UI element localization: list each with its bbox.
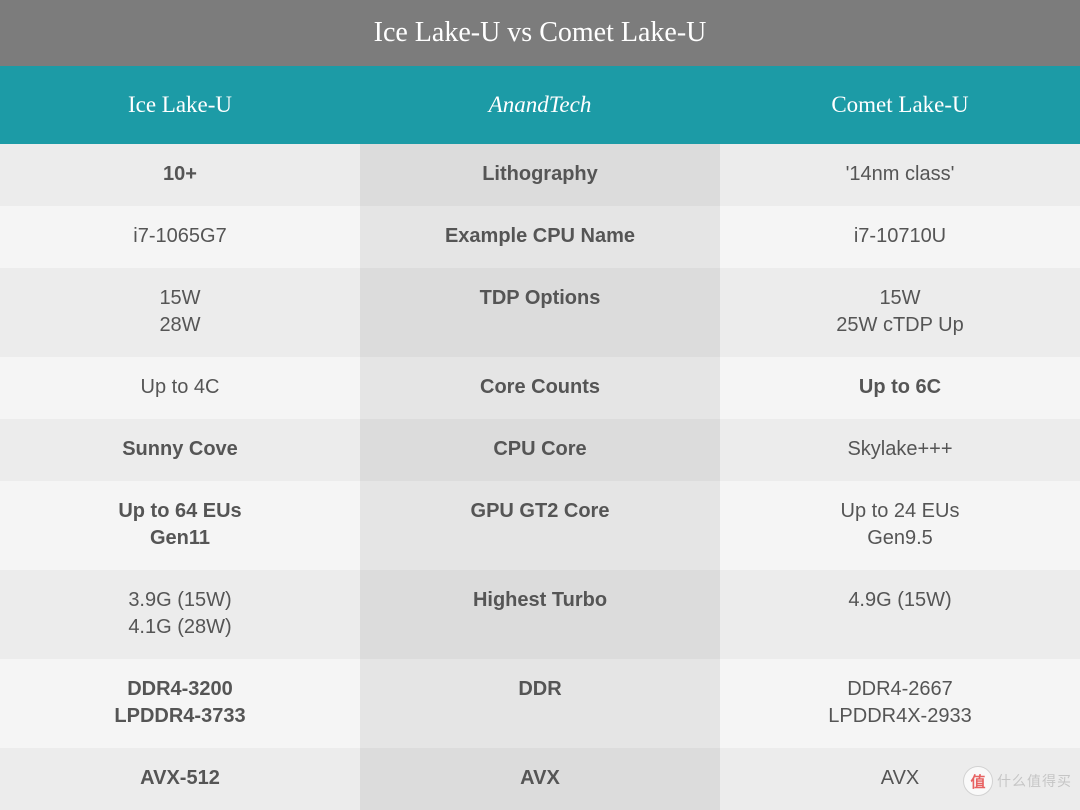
table-title: Ice Lake-U vs Comet Lake-U [0, 0, 1080, 66]
table-row: 10+Lithography'14nm class' [0, 144, 1080, 206]
table-row: i7-1065G7Example CPU Namei7-10710U [0, 206, 1080, 268]
table-row: 15W 28WTDP Options15W 25W cTDP Up [0, 268, 1080, 357]
cell-left: i7-1065G7 [0, 206, 360, 268]
cell-middle: Example CPU Name [360, 206, 720, 268]
cell-right: Up to 24 EUs Gen9.5 [720, 481, 1080, 570]
table-row: DDR4-3200 LPDDR4-3733DDRDDR4-2667 LPDDR4… [0, 659, 1080, 748]
cell-middle: TDP Options [360, 268, 720, 357]
cell-left: AVX-512 [0, 748, 360, 810]
header-left: Ice Lake-U [0, 66, 360, 144]
cell-right: i7-10710U [720, 206, 1080, 268]
cell-middle: Highest Turbo [360, 570, 720, 659]
cell-middle: DDR [360, 659, 720, 748]
cell-right: Skylake+++ [720, 419, 1080, 481]
cell-right: DDR4-2667 LPDDR4X-2933 [720, 659, 1080, 748]
header-right: Comet Lake-U [720, 66, 1080, 144]
comparison-table: Ice Lake-U vs Comet Lake-U Ice Lake-U An… [0, 0, 1080, 810]
table-row: AVX-512AVXAVX [0, 748, 1080, 810]
cell-left: DDR4-3200 LPDDR4-3733 [0, 659, 360, 748]
cell-right: AVX [720, 748, 1080, 810]
table-row: 3.9G (15W) 4.1G (28W)Highest Turbo4.9G (… [0, 570, 1080, 659]
header-center: AnandTech [360, 66, 720, 144]
table-header-row: Ice Lake-U AnandTech Comet Lake-U [0, 66, 1080, 144]
table-row: Sunny CoveCPU CoreSkylake+++ [0, 419, 1080, 481]
table-row: Up to 4CCore CountsUp to 6C [0, 357, 1080, 419]
cell-middle: Core Counts [360, 357, 720, 419]
cell-middle: Lithography [360, 144, 720, 206]
cell-middle: CPU Core [360, 419, 720, 481]
cell-left: 15W 28W [0, 268, 360, 357]
cell-left: Up to 4C [0, 357, 360, 419]
cell-left: 10+ [0, 144, 360, 206]
cell-middle: AVX [360, 748, 720, 810]
cell-right: 15W 25W cTDP Up [720, 268, 1080, 357]
cell-left: Sunny Cove [0, 419, 360, 481]
cell-middle: GPU GT2 Core [360, 481, 720, 570]
cell-right: '14nm class' [720, 144, 1080, 206]
table-body: 10+Lithography'14nm class'i7-1065G7Examp… [0, 144, 1080, 810]
cell-left: Up to 64 EUs Gen11 [0, 481, 360, 570]
cell-right: 4.9G (15W) [720, 570, 1080, 659]
cell-right: Up to 6C [720, 357, 1080, 419]
cell-left: 3.9G (15W) 4.1G (28W) [0, 570, 360, 659]
table-row: Up to 64 EUs Gen11GPU GT2 CoreUp to 24 E… [0, 481, 1080, 570]
